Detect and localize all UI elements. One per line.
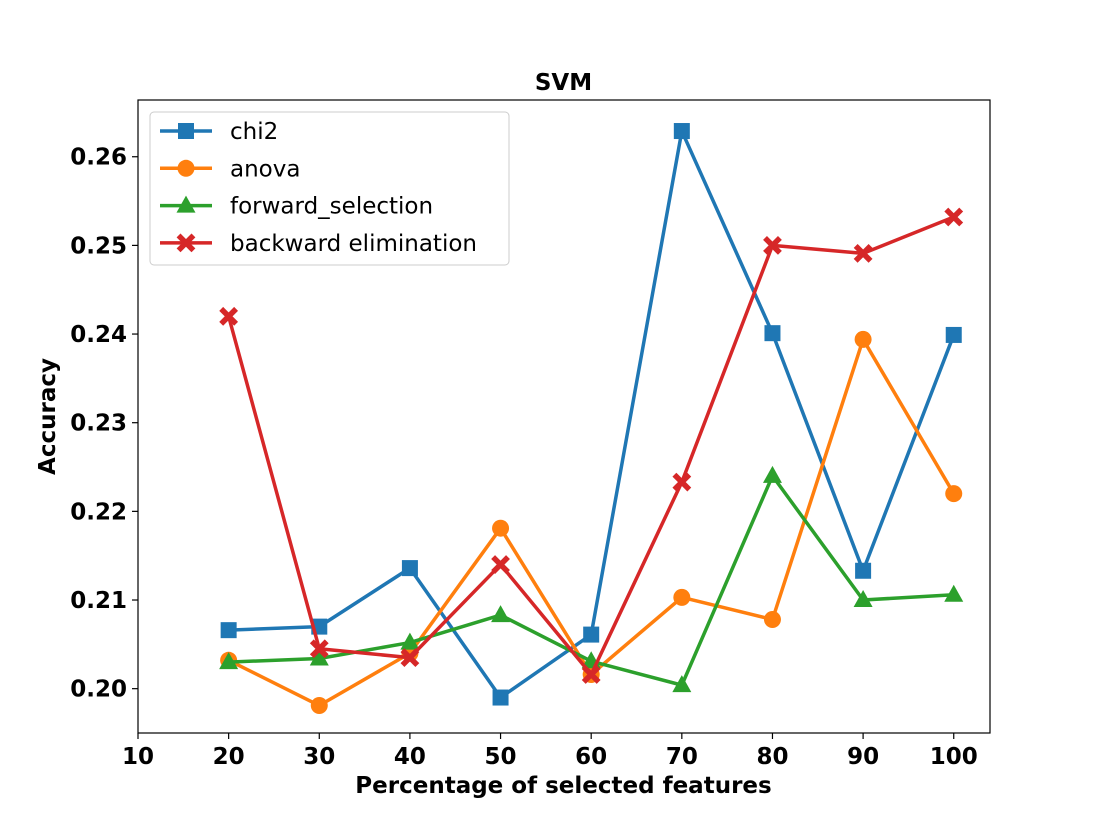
data-point <box>492 520 509 537</box>
series-forward_selection <box>219 466 963 692</box>
data-point <box>311 697 328 714</box>
x-tick-label: 70 <box>666 744 698 770</box>
data-point <box>855 563 871 579</box>
data-point <box>495 559 506 570</box>
data-point <box>223 311 234 322</box>
data-point <box>945 485 962 502</box>
data-point <box>946 327 962 343</box>
x-axis-label: Percentage of selected features <box>355 773 771 799</box>
legend-label: forward_selection <box>230 194 433 220</box>
data-point <box>491 605 510 622</box>
legend-marker <box>178 123 194 139</box>
data-point <box>944 585 963 602</box>
y-tick-label: 0.24 <box>70 322 127 348</box>
data-point <box>404 652 415 663</box>
x-tick-label: 40 <box>394 744 426 770</box>
x-tick-label: 30 <box>303 744 335 770</box>
data-point <box>763 466 782 483</box>
data-point <box>673 589 690 606</box>
x-tick-label: 60 <box>575 744 607 770</box>
data-point <box>948 212 959 223</box>
y-axis-label: Accuracy <box>35 358 61 475</box>
y-tick-label: 0.25 <box>70 233 127 259</box>
legend-marker <box>181 237 192 248</box>
data-point <box>767 240 778 251</box>
chart-title: SVM <box>535 70 592 96</box>
data-point <box>674 123 690 139</box>
y-tick-label: 0.21 <box>70 588 127 614</box>
data-point <box>586 669 597 680</box>
series-line <box>229 217 954 674</box>
data-point <box>493 690 509 706</box>
data-point <box>764 325 780 341</box>
x-tick-label: 20 <box>213 744 245 770</box>
x-tick-label: 90 <box>847 744 879 770</box>
y-tick-label: 0.23 <box>70 411 127 437</box>
data-point <box>676 477 687 488</box>
legend: chi2 anova forward_selection backward elimi… <box>150 112 509 265</box>
data-point <box>764 611 781 628</box>
series-backward-elimination <box>223 212 959 680</box>
y-tick-label: 0.26 <box>70 145 127 171</box>
y-tick-label: 0.20 <box>70 677 127 703</box>
data-point <box>402 560 418 576</box>
data-point <box>858 248 869 259</box>
y-tick-label: 0.22 <box>70 499 127 525</box>
legend-label: anova <box>230 156 300 182</box>
data-point <box>583 627 599 643</box>
data-point <box>221 622 237 638</box>
legend-marker <box>178 160 195 177</box>
data-point <box>314 643 325 654</box>
x-tick-label: 80 <box>756 744 788 770</box>
legend-label: backward elimination <box>230 231 477 257</box>
data-point <box>855 331 872 348</box>
x-tick-label: 100 <box>930 744 978 770</box>
legend-label: chi2 <box>230 119 278 145</box>
x-tick-label: 50 <box>485 744 517 770</box>
x-tick-label: 10 <box>122 744 154 770</box>
